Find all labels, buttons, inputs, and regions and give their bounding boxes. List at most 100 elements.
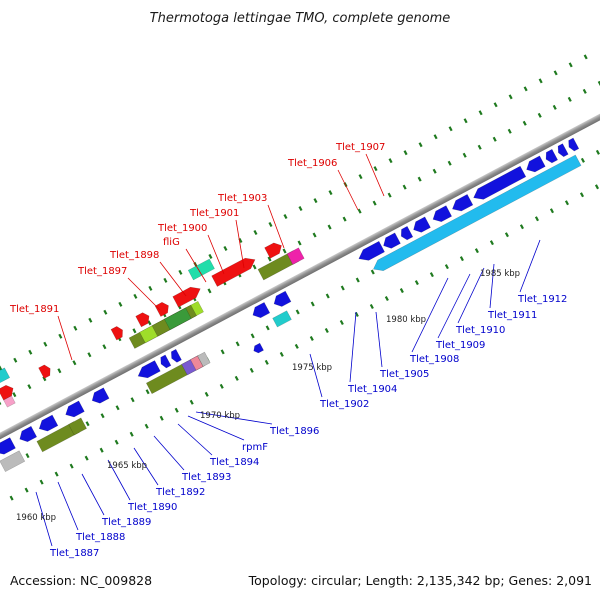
scale-tick xyxy=(313,198,318,204)
scale-tick xyxy=(552,104,557,110)
reverse-rna xyxy=(272,310,292,328)
scale-tick xyxy=(268,222,273,228)
scale-tick xyxy=(328,190,333,196)
scale-tick xyxy=(309,335,314,341)
scale-tick xyxy=(189,399,194,405)
scale-tick xyxy=(204,391,209,397)
gene-label-reverse: rpmF xyxy=(242,442,268,453)
scale-tick xyxy=(387,192,392,198)
gene-label-reverse: Tlet_1896 xyxy=(269,426,319,437)
scale-tick xyxy=(568,62,573,68)
scale-tick xyxy=(115,405,120,411)
scale-tick xyxy=(399,288,404,294)
leader-line xyxy=(489,263,495,309)
leader-line xyxy=(309,353,323,398)
gene-label-forward: Tlet_1907 xyxy=(335,142,385,153)
scale-tick xyxy=(564,200,569,206)
leader-line xyxy=(185,248,207,283)
gene-label-forward: Tlet_1906 xyxy=(287,158,337,169)
gene-label-reverse: Tlet_1890 xyxy=(127,502,177,513)
scale-tick xyxy=(373,166,378,172)
scale-tick xyxy=(132,328,137,334)
leader-line xyxy=(153,435,185,471)
reverse-cds xyxy=(545,148,558,164)
forward-gene xyxy=(286,247,305,265)
scale-tick xyxy=(357,208,362,214)
forward-cds xyxy=(135,312,150,328)
scale-tick xyxy=(462,152,467,158)
scale-tick xyxy=(369,304,374,310)
gene-label-reverse: Tlet_1887 xyxy=(49,548,99,559)
leader-line xyxy=(57,315,73,361)
scale-tick xyxy=(264,359,269,365)
forward-cds xyxy=(211,257,256,287)
leader-line xyxy=(519,239,541,293)
gene-features xyxy=(0,137,582,472)
scale-tick xyxy=(28,349,33,355)
scale-tick xyxy=(9,495,14,501)
scale-tick xyxy=(0,400,2,406)
gene-label-reverse: Tlet_1909 xyxy=(435,340,485,351)
leader-line xyxy=(375,311,383,368)
scale-tick xyxy=(145,389,150,395)
scale-tick xyxy=(133,293,138,299)
reverse-cds xyxy=(0,437,16,455)
gene-label-forward: Tlet_1903 xyxy=(217,193,267,204)
leader-line xyxy=(365,153,385,197)
scale-tick xyxy=(504,232,509,238)
scale-tick xyxy=(429,272,434,278)
scale-tick xyxy=(417,176,422,182)
genome-track xyxy=(0,54,600,501)
scale-tick xyxy=(477,144,482,150)
scale-tick xyxy=(12,392,17,398)
leader-line xyxy=(267,204,285,249)
gene-label-reverse: Tlet_1912 xyxy=(517,294,567,305)
scale-tick xyxy=(579,192,585,198)
scale-tick xyxy=(534,216,539,222)
scale-tick xyxy=(159,415,164,421)
gene-labels: Tlet_1891 Tlet_1897 Tlet_1898 fliG Tlet_1900… xyxy=(9,142,567,559)
scale-tick xyxy=(372,200,377,206)
scale-tick xyxy=(267,256,272,262)
scale-tick xyxy=(549,208,554,214)
scale-tick xyxy=(148,285,153,291)
kbp-label: 1975 kbp xyxy=(292,363,332,373)
scale-tick xyxy=(102,344,107,350)
scale-tick xyxy=(234,375,239,381)
scale-tick xyxy=(595,149,600,155)
reverse-gene xyxy=(68,417,87,436)
scale-tick xyxy=(279,351,284,357)
scale-tick xyxy=(130,397,135,403)
scale-tick xyxy=(219,383,224,389)
leader-line xyxy=(349,311,357,383)
scale-tick xyxy=(39,479,44,485)
scale-tick xyxy=(249,367,254,373)
reverse-cds xyxy=(65,400,85,418)
leader-line xyxy=(127,277,161,311)
reverse-cds xyxy=(273,290,292,307)
dna-backbone xyxy=(0,104,600,449)
gene-label-reverse: Tlet_1902 xyxy=(319,399,369,410)
scale-tick xyxy=(43,341,48,347)
leader-line xyxy=(457,267,485,324)
gene-label-reverse: Tlet_1889 xyxy=(101,517,151,528)
reverse-misc xyxy=(253,342,264,354)
leader-line xyxy=(81,473,105,516)
kbp-label: 1960 kbp xyxy=(16,513,56,523)
scale-tick xyxy=(0,365,3,371)
scale-tick xyxy=(27,384,32,390)
scale-tick xyxy=(522,120,527,126)
scale-tick xyxy=(69,463,74,469)
leader-line xyxy=(207,234,225,275)
gene-label-reverse: Tlet_1910 xyxy=(455,325,505,336)
gene-label-reverse: Tlet_1904 xyxy=(347,384,397,395)
forward-cds xyxy=(264,242,282,259)
reverse-cds xyxy=(452,194,474,212)
reverse-rna xyxy=(373,154,582,271)
forward-cds xyxy=(110,326,123,341)
scale-tick xyxy=(538,78,543,84)
scale-tick xyxy=(355,277,360,283)
gene-label-reverse: Tlet_1905 xyxy=(379,369,429,380)
